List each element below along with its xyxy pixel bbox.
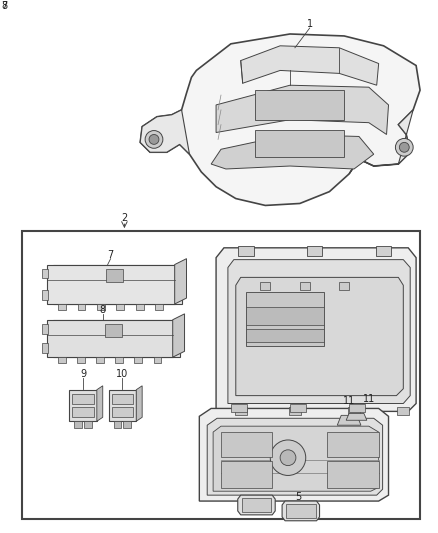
- Text: 1: 1: [307, 19, 313, 29]
- Polygon shape: [231, 405, 247, 413]
- Polygon shape: [213, 426, 379, 491]
- Polygon shape: [238, 495, 275, 515]
- Polygon shape: [140, 34, 420, 205]
- Bar: [97, 304, 105, 310]
- Bar: [78, 304, 85, 310]
- Bar: [42, 324, 48, 334]
- Bar: [42, 290, 48, 300]
- Bar: [246, 292, 325, 346]
- Bar: [289, 407, 301, 415]
- Polygon shape: [69, 390, 97, 421]
- Polygon shape: [53, 264, 182, 304]
- Bar: [113, 421, 121, 428]
- Text: 2: 2: [121, 213, 127, 223]
- Bar: [106, 269, 124, 282]
- Bar: [84, 421, 92, 428]
- Polygon shape: [337, 415, 361, 425]
- Bar: [397, 407, 409, 415]
- Bar: [300, 282, 310, 290]
- Polygon shape: [136, 386, 142, 421]
- Bar: [221, 461, 272, 488]
- Polygon shape: [290, 405, 306, 413]
- Text: 11: 11: [343, 395, 355, 406]
- Bar: [134, 357, 142, 363]
- Bar: [328, 432, 379, 457]
- Bar: [255, 90, 344, 120]
- Circle shape: [280, 450, 296, 466]
- Text: 6: 6: [255, 480, 261, 490]
- Polygon shape: [199, 408, 389, 501]
- Bar: [235, 407, 247, 415]
- Bar: [42, 269, 48, 278]
- Circle shape: [149, 134, 159, 144]
- Text: 9: 9: [80, 369, 86, 379]
- Bar: [154, 357, 162, 363]
- Polygon shape: [46, 264, 175, 304]
- Polygon shape: [236, 277, 403, 395]
- Circle shape: [399, 142, 409, 152]
- Text: 5: 5: [295, 492, 301, 502]
- Circle shape: [145, 131, 163, 148]
- Bar: [72, 407, 94, 417]
- Bar: [221, 432, 272, 457]
- Bar: [242, 498, 271, 512]
- Bar: [112, 407, 133, 417]
- Polygon shape: [228, 260, 410, 403]
- Bar: [328, 461, 379, 488]
- Bar: [96, 357, 104, 363]
- Bar: [246, 329, 325, 342]
- Polygon shape: [216, 248, 416, 411]
- Polygon shape: [53, 320, 180, 357]
- Bar: [255, 130, 344, 157]
- Bar: [348, 407, 360, 415]
- Bar: [22, 231, 420, 519]
- Bar: [261, 282, 270, 290]
- Bar: [105, 324, 123, 337]
- Polygon shape: [307, 246, 322, 256]
- Polygon shape: [376, 246, 392, 256]
- Text: 10: 10: [117, 369, 129, 379]
- Text: 7: 7: [1, 2, 7, 11]
- Bar: [72, 394, 94, 403]
- Polygon shape: [216, 85, 389, 134]
- Polygon shape: [173, 314, 184, 357]
- Polygon shape: [175, 259, 187, 304]
- Bar: [155, 304, 163, 310]
- Bar: [112, 394, 133, 403]
- Bar: [115, 357, 123, 363]
- Circle shape: [270, 440, 306, 475]
- Bar: [339, 282, 349, 290]
- Polygon shape: [140, 110, 190, 154]
- Polygon shape: [207, 418, 383, 495]
- Circle shape: [396, 139, 413, 156]
- Bar: [136, 304, 144, 310]
- Polygon shape: [97, 386, 103, 421]
- Bar: [58, 357, 66, 363]
- Bar: [42, 343, 48, 353]
- Text: 8: 8: [100, 305, 106, 315]
- Bar: [74, 421, 82, 428]
- Text: 7: 7: [107, 250, 114, 260]
- Bar: [77, 357, 85, 363]
- Polygon shape: [349, 110, 413, 174]
- Bar: [124, 421, 131, 428]
- Polygon shape: [211, 134, 374, 169]
- Text: 8: 8: [1, 2, 7, 11]
- Polygon shape: [109, 390, 136, 421]
- Bar: [246, 307, 325, 325]
- Bar: [58, 304, 66, 310]
- Polygon shape: [349, 405, 365, 413]
- Bar: [286, 504, 316, 518]
- Polygon shape: [238, 246, 254, 256]
- Text: 11: 11: [363, 393, 375, 403]
- Polygon shape: [241, 46, 379, 85]
- Polygon shape: [282, 501, 320, 521]
- Polygon shape: [346, 414, 367, 420]
- Polygon shape: [46, 320, 173, 357]
- Bar: [117, 304, 124, 310]
